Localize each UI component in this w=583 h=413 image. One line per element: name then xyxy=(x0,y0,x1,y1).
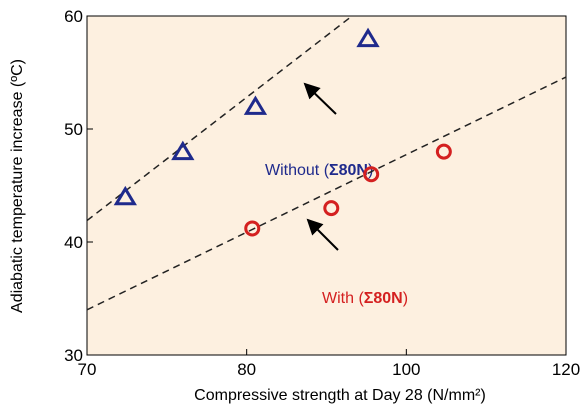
annotation: With (Σ80N) xyxy=(322,290,408,307)
arrow xyxy=(303,82,337,115)
x-tick-label: 100 xyxy=(392,360,420,379)
triangle-marker xyxy=(171,140,195,161)
arrow xyxy=(306,218,339,251)
trend-line xyxy=(87,76,566,311)
x-tick-label: 70 xyxy=(78,360,97,379)
trend-line xyxy=(87,16,353,222)
y-tick-label: 50 xyxy=(64,120,83,139)
circle-marker xyxy=(323,200,340,217)
circle-marker xyxy=(363,166,380,183)
triangle-marker xyxy=(356,27,380,48)
x-tick-label: 120 xyxy=(552,360,580,379)
y-axis-label: Adiabatic temperature increase (ºC) xyxy=(9,59,26,313)
triangle-marker xyxy=(243,95,268,115)
plot-area xyxy=(86,15,567,356)
y-tick-label: 60 xyxy=(64,7,83,26)
triangle-marker xyxy=(113,185,137,206)
y-tick-label: 40 xyxy=(64,233,83,252)
x-tick-label: 80 xyxy=(237,360,256,379)
circle-marker xyxy=(244,220,261,237)
x-axis-label: Compressive strength at Day 28 (N/mm²) xyxy=(194,387,486,404)
circle-marker xyxy=(435,143,452,160)
annotation: Without (Σ80N) xyxy=(265,162,373,179)
y-tick-label: 30 xyxy=(64,346,83,365)
